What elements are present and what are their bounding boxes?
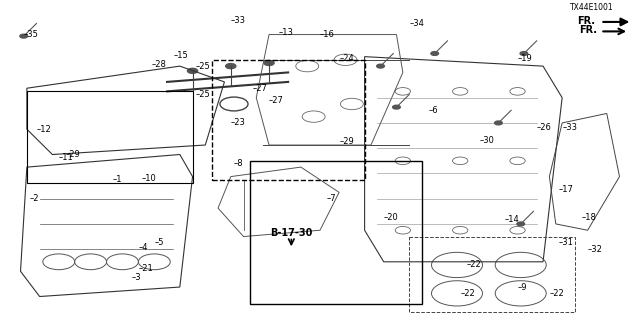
Text: –25: –25 bbox=[196, 90, 211, 99]
Text: –27: –27 bbox=[269, 96, 284, 105]
Text: B-17-30: B-17-30 bbox=[270, 228, 312, 238]
Bar bbox=[212, 60, 365, 180]
Text: –6: –6 bbox=[428, 106, 438, 115]
Text: –33: –33 bbox=[231, 16, 246, 25]
Text: –7: –7 bbox=[326, 194, 336, 203]
Text: –2: –2 bbox=[30, 194, 40, 203]
Text: –27: –27 bbox=[253, 84, 268, 93]
Text: –28: –28 bbox=[151, 60, 166, 69]
Text: –34: –34 bbox=[409, 19, 424, 28]
Text: TX44E1001: TX44E1001 bbox=[570, 4, 613, 12]
Text: –23: –23 bbox=[231, 118, 246, 127]
Circle shape bbox=[393, 105, 400, 109]
Circle shape bbox=[495, 121, 502, 125]
Text: –15: –15 bbox=[173, 51, 188, 60]
Bar bbox=[250, 161, 422, 304]
Text: –4: –4 bbox=[138, 243, 148, 252]
Text: –32: –32 bbox=[588, 245, 602, 254]
Text: –1: –1 bbox=[113, 175, 122, 184]
Text: –19: –19 bbox=[518, 54, 532, 63]
Text: –29: –29 bbox=[339, 137, 354, 146]
Text: –20: –20 bbox=[384, 213, 399, 222]
Text: –5: –5 bbox=[154, 238, 164, 247]
Text: –12: –12 bbox=[36, 125, 51, 134]
Circle shape bbox=[431, 52, 438, 55]
Circle shape bbox=[20, 34, 28, 38]
Text: –29: –29 bbox=[65, 150, 80, 159]
Circle shape bbox=[520, 52, 528, 55]
Text: –31: –31 bbox=[559, 238, 574, 247]
Text: –11: –11 bbox=[59, 153, 74, 162]
Text: –24: –24 bbox=[339, 54, 354, 63]
Text: –14: –14 bbox=[505, 215, 520, 224]
Text: –18: –18 bbox=[581, 213, 596, 222]
Text: –3: –3 bbox=[132, 273, 141, 282]
Text: –30: –30 bbox=[479, 136, 494, 145]
Text: FR.: FR. bbox=[577, 16, 595, 26]
Text: –22: –22 bbox=[467, 260, 481, 269]
Text: –9: –9 bbox=[518, 283, 527, 292]
Text: FR.: FR. bbox=[579, 25, 597, 35]
Text: –22: –22 bbox=[549, 289, 564, 298]
Circle shape bbox=[517, 222, 525, 226]
Text: –26: –26 bbox=[537, 123, 552, 132]
Text: –25: –25 bbox=[196, 62, 211, 71]
Text: –16: –16 bbox=[320, 30, 335, 39]
Text: –13: –13 bbox=[278, 28, 294, 37]
Circle shape bbox=[188, 68, 198, 73]
Text: –21: –21 bbox=[138, 264, 153, 273]
Bar bbox=[27, 92, 193, 183]
Text: –8: –8 bbox=[234, 159, 244, 168]
Text: –22: –22 bbox=[460, 289, 475, 298]
Circle shape bbox=[264, 60, 274, 66]
Text: –10: –10 bbox=[141, 174, 156, 183]
Text: –35: –35 bbox=[24, 30, 38, 39]
Circle shape bbox=[377, 64, 385, 68]
Text: –33: –33 bbox=[562, 123, 577, 132]
Text: –17: –17 bbox=[559, 185, 574, 194]
Circle shape bbox=[226, 64, 236, 69]
